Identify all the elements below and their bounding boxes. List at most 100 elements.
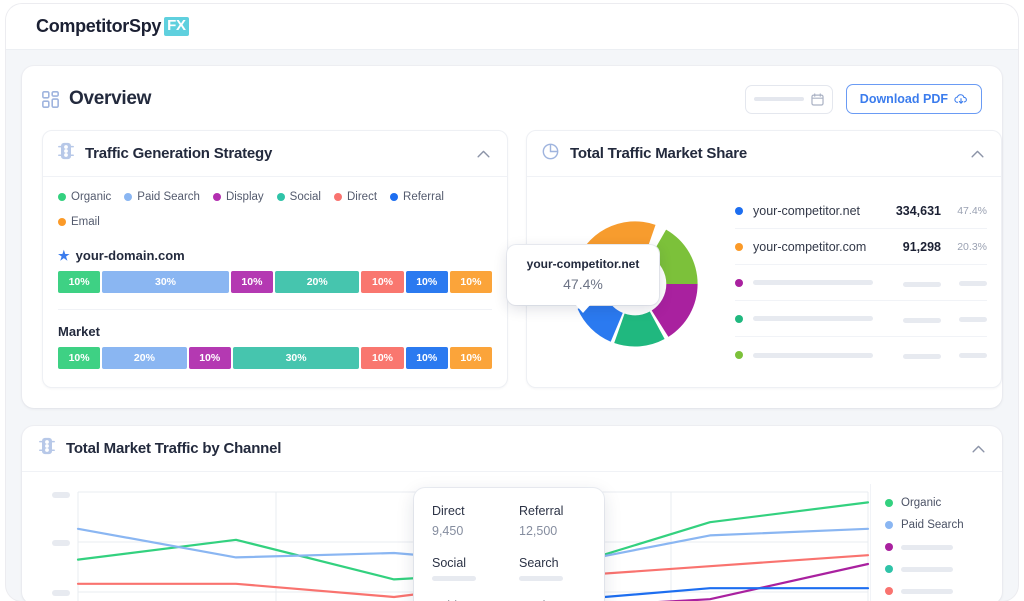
donut-chart[interactable]: your-competitor.net 47.4% [507, 189, 735, 373]
share-row-name [753, 316, 873, 321]
stacked-bar-segment[interactable]: 10% [449, 271, 493, 293]
y-axis-tick-skeleton [52, 590, 70, 596]
legend-label: Email [71, 216, 100, 228]
stacked-bar-segment[interactable]: 30% [102, 271, 229, 293]
skeleton-bar [903, 354, 941, 359]
download-pdf-button[interactable]: Download PDF [845, 84, 982, 114]
share-row-name [753, 280, 873, 285]
legend-item[interactable]: Organic [58, 191, 111, 203]
grid-icon [42, 90, 59, 108]
share-row-name: your-competitor.com [753, 239, 867, 254]
traffic-light-icon [58, 142, 74, 165]
market-share-row[interactable]: your-competitor.com 91,298 20.3% [735, 229, 987, 265]
chart-legend-item[interactable]: Paid Search [885, 516, 988, 534]
chart-legend-item[interactable] [885, 560, 988, 578]
share-row-percent [951, 277, 987, 289]
traffic-light-icon [39, 437, 55, 460]
legend-dot [390, 193, 399, 201]
stacked-bar-segment[interactable]: 20% [275, 271, 360, 293]
traffic-legend: Organic Paid Search Display Social Direct Ref… [58, 191, 492, 228]
page-title: Overview [69, 88, 152, 109]
chart-tooltip-label: Paid [432, 599, 499, 601]
top-bar: CompetitorSpy FX [6, 4, 1018, 50]
calendar-icon [811, 92, 824, 106]
skeleton-bar [903, 281, 941, 287]
stacked-bar: 10% 20% 10% 30% 10% 10% 10% [58, 347, 493, 369]
market-share-row[interactable]: your-competitor.net 334,631 47.4% [735, 193, 987, 229]
traffic-rows: ★ your-domain.com 10% 30% 10% 20% 10% 10% 10% Mar… [58, 248, 493, 369]
date-range-picker[interactable] [744, 84, 833, 114]
share-row-value [883, 312, 941, 326]
domain-row-label: ★ your-domain.com [58, 248, 492, 263]
chart-legend-item[interactable]: Organic [885, 494, 988, 512]
cloud-download-icon [954, 92, 968, 106]
page-title-wrap: Overview [42, 88, 151, 110]
share-row-dot [735, 242, 743, 251]
share-row-dot [735, 351, 743, 359]
chart-legend-item[interactable] [885, 582, 988, 600]
stacked-bar-segment[interactable]: 10% [188, 347, 231, 369]
chart-legend-dot [885, 499, 893, 507]
share-row-value: 334,631 [895, 203, 941, 218]
star-icon: ★ [58, 248, 70, 263]
chart-tooltip-cell: Referral 12,500 [519, 504, 586, 538]
stacked-bar-segment[interactable]: 10% [405, 271, 448, 293]
skeleton-bar [519, 576, 563, 581]
chevron-up-icon[interactable] [971, 150, 984, 158]
stacked-bar-segment[interactable]: 30% [232, 347, 360, 369]
skeleton-bar [903, 317, 941, 323]
stacked-bar-segment[interactable]: 10% [58, 271, 101, 293]
legend-item[interactable]: Display [212, 191, 264, 203]
legend-label: Referral [403, 191, 444, 203]
overview-header: Overview Download [42, 84, 982, 114]
market-share-row[interactable] [735, 265, 987, 301]
legend-label: Paid Search [137, 191, 200, 203]
legend-item[interactable]: Direct [333, 191, 377, 203]
chart-legend-dot [885, 521, 893, 529]
app-logo[interactable]: CompetitorSpy FX [36, 16, 189, 37]
market-row-label: Market [58, 324, 100, 339]
chart-legend-item[interactable] [885, 538, 988, 556]
legend-dot [333, 193, 342, 201]
chart-legend-label: Organic [901, 497, 942, 509]
market-traffic-chart-body: Direct 9,450 Referral 12,500 Social Search Pai… [22, 472, 1002, 601]
stacked-bar-segment[interactable]: 10% [230, 271, 273, 293]
skeleton-bar [901, 566, 953, 572]
stacked-bar-segment[interactable]: 10% [361, 347, 404, 369]
chart-tooltip-value: 12,500 [519, 524, 558, 538]
row-name: your-domain.com [75, 248, 185, 263]
share-row-dot [735, 206, 743, 215]
legend-label: Social [289, 191, 321, 203]
legend-item[interactable]: Referral [390, 191, 444, 203]
legend-item[interactable]: Email [58, 216, 100, 228]
skeleton-bar [753, 280, 873, 285]
market-share-row[interactable] [735, 337, 987, 373]
chart-tooltip-label: Direct [432, 504, 465, 518]
skeleton-bar [959, 316, 987, 322]
market-share-row[interactable] [735, 301, 987, 337]
legend-item[interactable]: Paid Search [124, 191, 200, 203]
donut-tooltip-name: your-competitor.net [526, 257, 640, 271]
traffic-card-header: Traffic Generation Strategy [43, 131, 507, 177]
stacked-bar-segment[interactable]: 20% [102, 347, 187, 369]
skeleton-bar [432, 576, 476, 581]
share-row-value [883, 276, 941, 290]
chart-plot-area[interactable]: Direct 9,450 Referral 12,500 Social Search Pai… [76, 484, 870, 601]
share-row-percent: 20.3% [957, 240, 987, 253]
donut-tooltip: your-competitor.net 47.4% [507, 245, 659, 313]
stacked-bar-segment[interactable]: 10% [58, 347, 101, 369]
chevron-up-icon[interactable] [477, 150, 490, 158]
skeleton-bar [753, 316, 873, 321]
share-row-value [883, 348, 941, 362]
share-row-value: 91,298 [902, 239, 941, 254]
chart-legend-dot [885, 587, 893, 595]
chevron-up-icon[interactable] [972, 445, 985, 453]
share-row-name [753, 352, 873, 358]
stacked-bar-segment[interactable]: 10% [449, 347, 493, 369]
stacked-bar-segment[interactable]: 10% [405, 347, 448, 369]
stacked-bar-segment[interactable]: 10% [361, 271, 404, 293]
cards-row: Traffic Generation Strategy Organic Paid … [42, 130, 1002, 388]
legend-item[interactable]: Social [276, 191, 321, 203]
market-share-title: Total Traffic Market Share [570, 145, 748, 162]
share-row-name: your-competitor.net [753, 203, 860, 218]
